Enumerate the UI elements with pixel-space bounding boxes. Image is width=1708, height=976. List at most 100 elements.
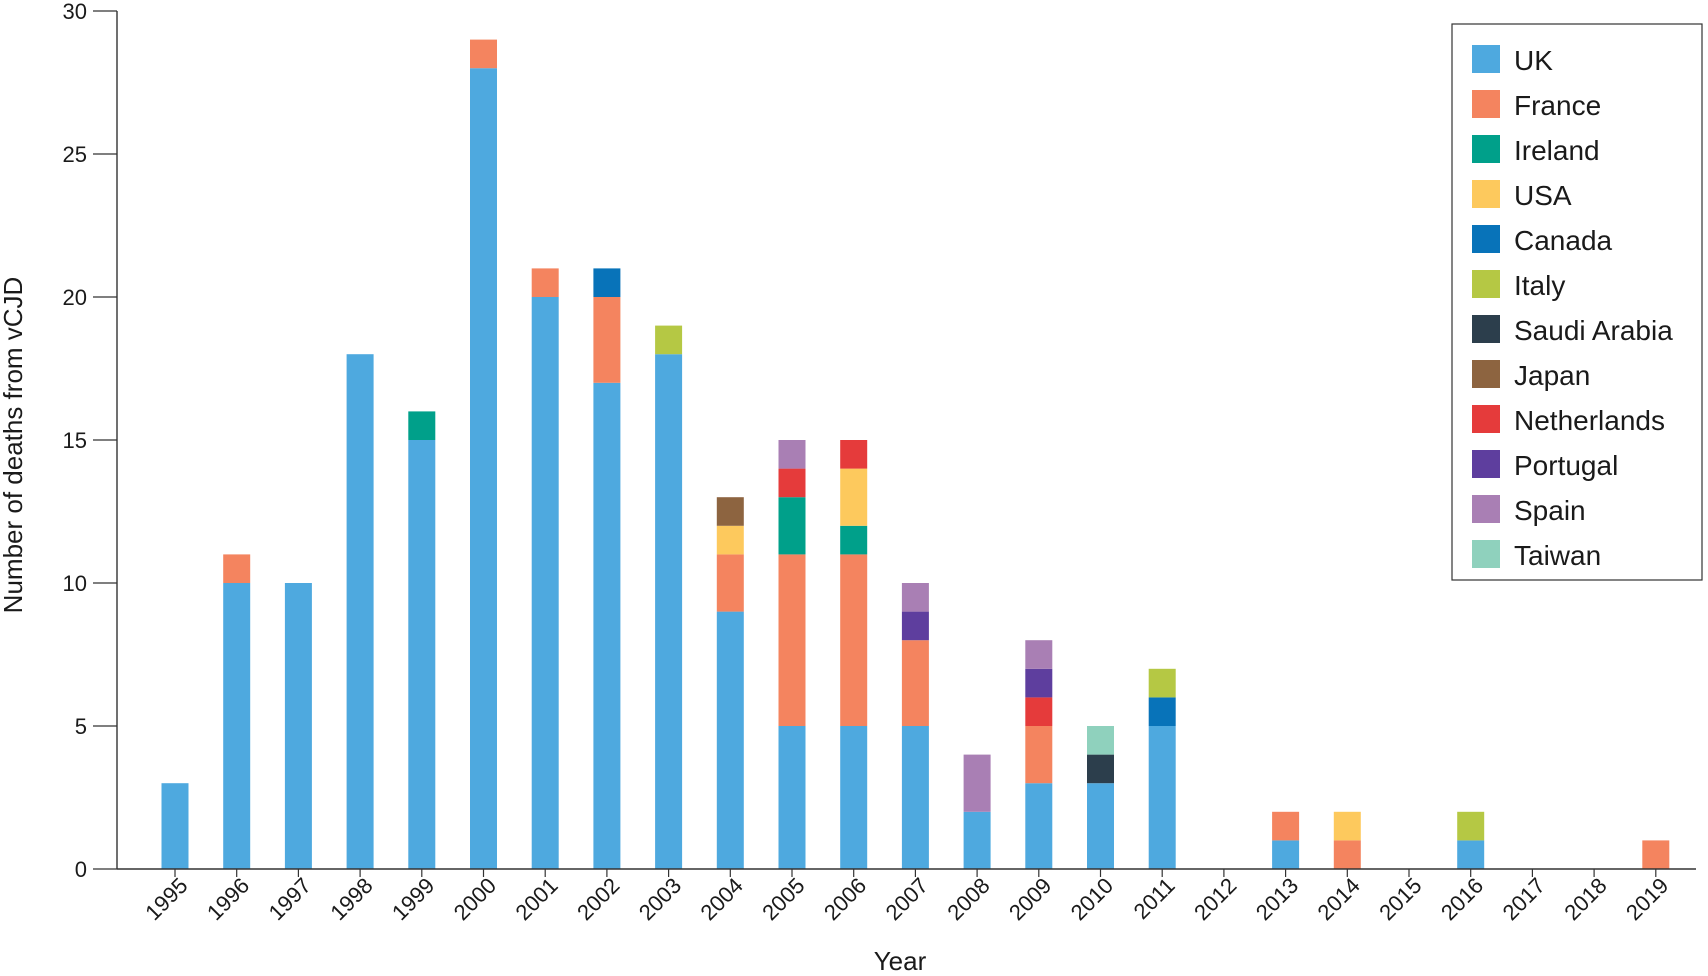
bar-segment-1997-uk [284, 583, 312, 869]
legend-swatch-canada [1472, 225, 1500, 253]
x-tick-label: 2016 [1436, 873, 1488, 925]
bar-segment-1995-uk [161, 783, 189, 869]
bar-segment-1998-uk [346, 354, 374, 869]
bar-segment-2004-usa [716, 525, 744, 555]
bar-segment-2013-uk [1272, 840, 1300, 869]
bar-segment-1999-uk [408, 440, 436, 869]
bar-segment-2006-netherlands [840, 440, 868, 469]
bar-segment-2008-uk [963, 811, 991, 869]
legend-label: Netherlands [1514, 405, 1665, 436]
x-tick-label: 2007 [881, 873, 933, 925]
bar-segment-2009-portugal [1025, 668, 1053, 698]
bar-segment-2005-netherlands [778, 468, 806, 498]
legend-swatch-usa [1472, 180, 1500, 208]
x-tick-label: 2019 [1621, 873, 1673, 925]
legend: UK France Ireland USA Canada Italy Saudi Arabi… [1451, 23, 1703, 581]
y-tick-label: 20 [63, 285, 87, 310]
x-tick-label: 1998 [325, 873, 377, 925]
legend-label: Portugal [1514, 450, 1618, 481]
bar-segment-2013-france [1272, 811, 1300, 841]
x-tick-label: 1996 [202, 873, 254, 925]
bar-segment-2019-france [1642, 840, 1670, 869]
x-axis-title: Year [874, 946, 927, 976]
x-tick-label: 2002 [572, 873, 624, 925]
bar-segment-2011-italy [1148, 668, 1176, 698]
y-tick-label: 30 [63, 0, 87, 24]
legend-swatch-saudi-arabia [1472, 315, 1500, 343]
bar-segment-2006-france [840, 554, 868, 726]
legend-swatch-france [1472, 90, 1500, 118]
bar-segment-2000-uk [470, 68, 497, 869]
legend-swatch-portugal [1472, 450, 1500, 478]
y-tick-label: 0 [75, 857, 87, 882]
bar-segment-2009-france [1025, 726, 1053, 784]
x-tick-label: 2011 [1129, 873, 1180, 924]
x-tick-label: 2013 [1251, 873, 1303, 925]
legend-label: USA [1514, 180, 1572, 211]
bar-segment-2004-uk [716, 611, 744, 869]
x-tick-label: 2004 [696, 873, 748, 925]
bar-segment-1999-ireland [408, 411, 436, 440]
y-tick-label: 10 [63, 571, 87, 596]
bar-segment-2010-uk [1087, 783, 1114, 869]
bar-segment-2001-france [531, 268, 559, 297]
bar-segment-2004-france [716, 554, 744, 612]
bar-segment-2002-france [593, 297, 621, 383]
x-tick-label: 2012 [1189, 873, 1241, 925]
bar-segment-2004-japan [716, 497, 744, 526]
bar-segment-2007-portugal [901, 611, 929, 641]
bars-layer [161, 39, 1670, 869]
y-tick-label: 25 [63, 142, 87, 167]
bar-segment-2002-canada [593, 268, 621, 297]
legend-label: Saudi Arabia [1514, 315, 1673, 346]
bar-segment-2000-france [470, 39, 497, 69]
y-axis-title: Number of deaths from vCJD [0, 277, 28, 614]
bar-segment-2005-spain [778, 440, 806, 469]
legend-label: Taiwan [1514, 540, 1601, 571]
legend-label: Japan [1514, 360, 1590, 391]
x-tick-label: 2008 [942, 873, 994, 925]
bar-segment-2008-spain [963, 754, 991, 812]
y-tick-label: 5 [75, 714, 87, 739]
bar-segment-2005-ireland [778, 497, 806, 555]
x-tick-label: 2017 [1498, 873, 1550, 925]
x-tick-label: 2005 [757, 873, 809, 925]
x-tick-label: 1995 [140, 873, 192, 925]
bar-segment-2009-netherlands [1025, 697, 1053, 726]
bar-segment-2009-uk [1025, 783, 1053, 869]
legend-swatch-spain [1472, 495, 1500, 523]
x-tick-label: 2009 [1004, 873, 1056, 925]
x-tick-label: 2006 [819, 873, 871, 925]
legend-label: France [1514, 90, 1601, 121]
bar-segment-2011-uk [1148, 726, 1176, 869]
legend-label: Ireland [1514, 135, 1600, 166]
bar-segment-2005-france [778, 554, 806, 726]
bar-segment-1996-uk [223, 583, 251, 869]
legend-swatch-taiwan [1472, 540, 1500, 568]
legend-swatch-uk [1472, 45, 1500, 73]
bar-segment-2010-taiwan [1087, 726, 1114, 755]
legend-label: Spain [1514, 495, 1586, 526]
legend-swatch-ireland [1472, 135, 1500, 163]
x-tick-label: 2014 [1313, 873, 1365, 925]
bar-segment-1996-france [223, 554, 251, 583]
bar-segment-2003-italy [655, 325, 683, 355]
bar-segment-2014-usa [1333, 811, 1361, 841]
bar-segment-2006-usa [840, 468, 868, 526]
bar-segment-2007-france [901, 640, 929, 726]
bar-segment-2006-ireland [840, 525, 868, 555]
bar-segment-2002-uk [593, 382, 621, 869]
legend-swatch-italy [1472, 270, 1500, 298]
x-tick-label: 1999 [387, 873, 439, 925]
bar-segment-2007-uk [901, 726, 929, 869]
x-tick-label: 2003 [634, 873, 686, 925]
y-tick-label: 15 [63, 428, 87, 453]
legend-label: UK [1514, 45, 1553, 76]
x-tick-label: 2000 [449, 873, 501, 925]
x-tick-label: 2015 [1374, 873, 1426, 925]
x-tick-label: 2018 [1559, 873, 1611, 925]
legend-label: Canada [1514, 225, 1613, 256]
legend-swatch-netherlands [1472, 405, 1500, 433]
legend-swatch-japan [1472, 360, 1500, 388]
